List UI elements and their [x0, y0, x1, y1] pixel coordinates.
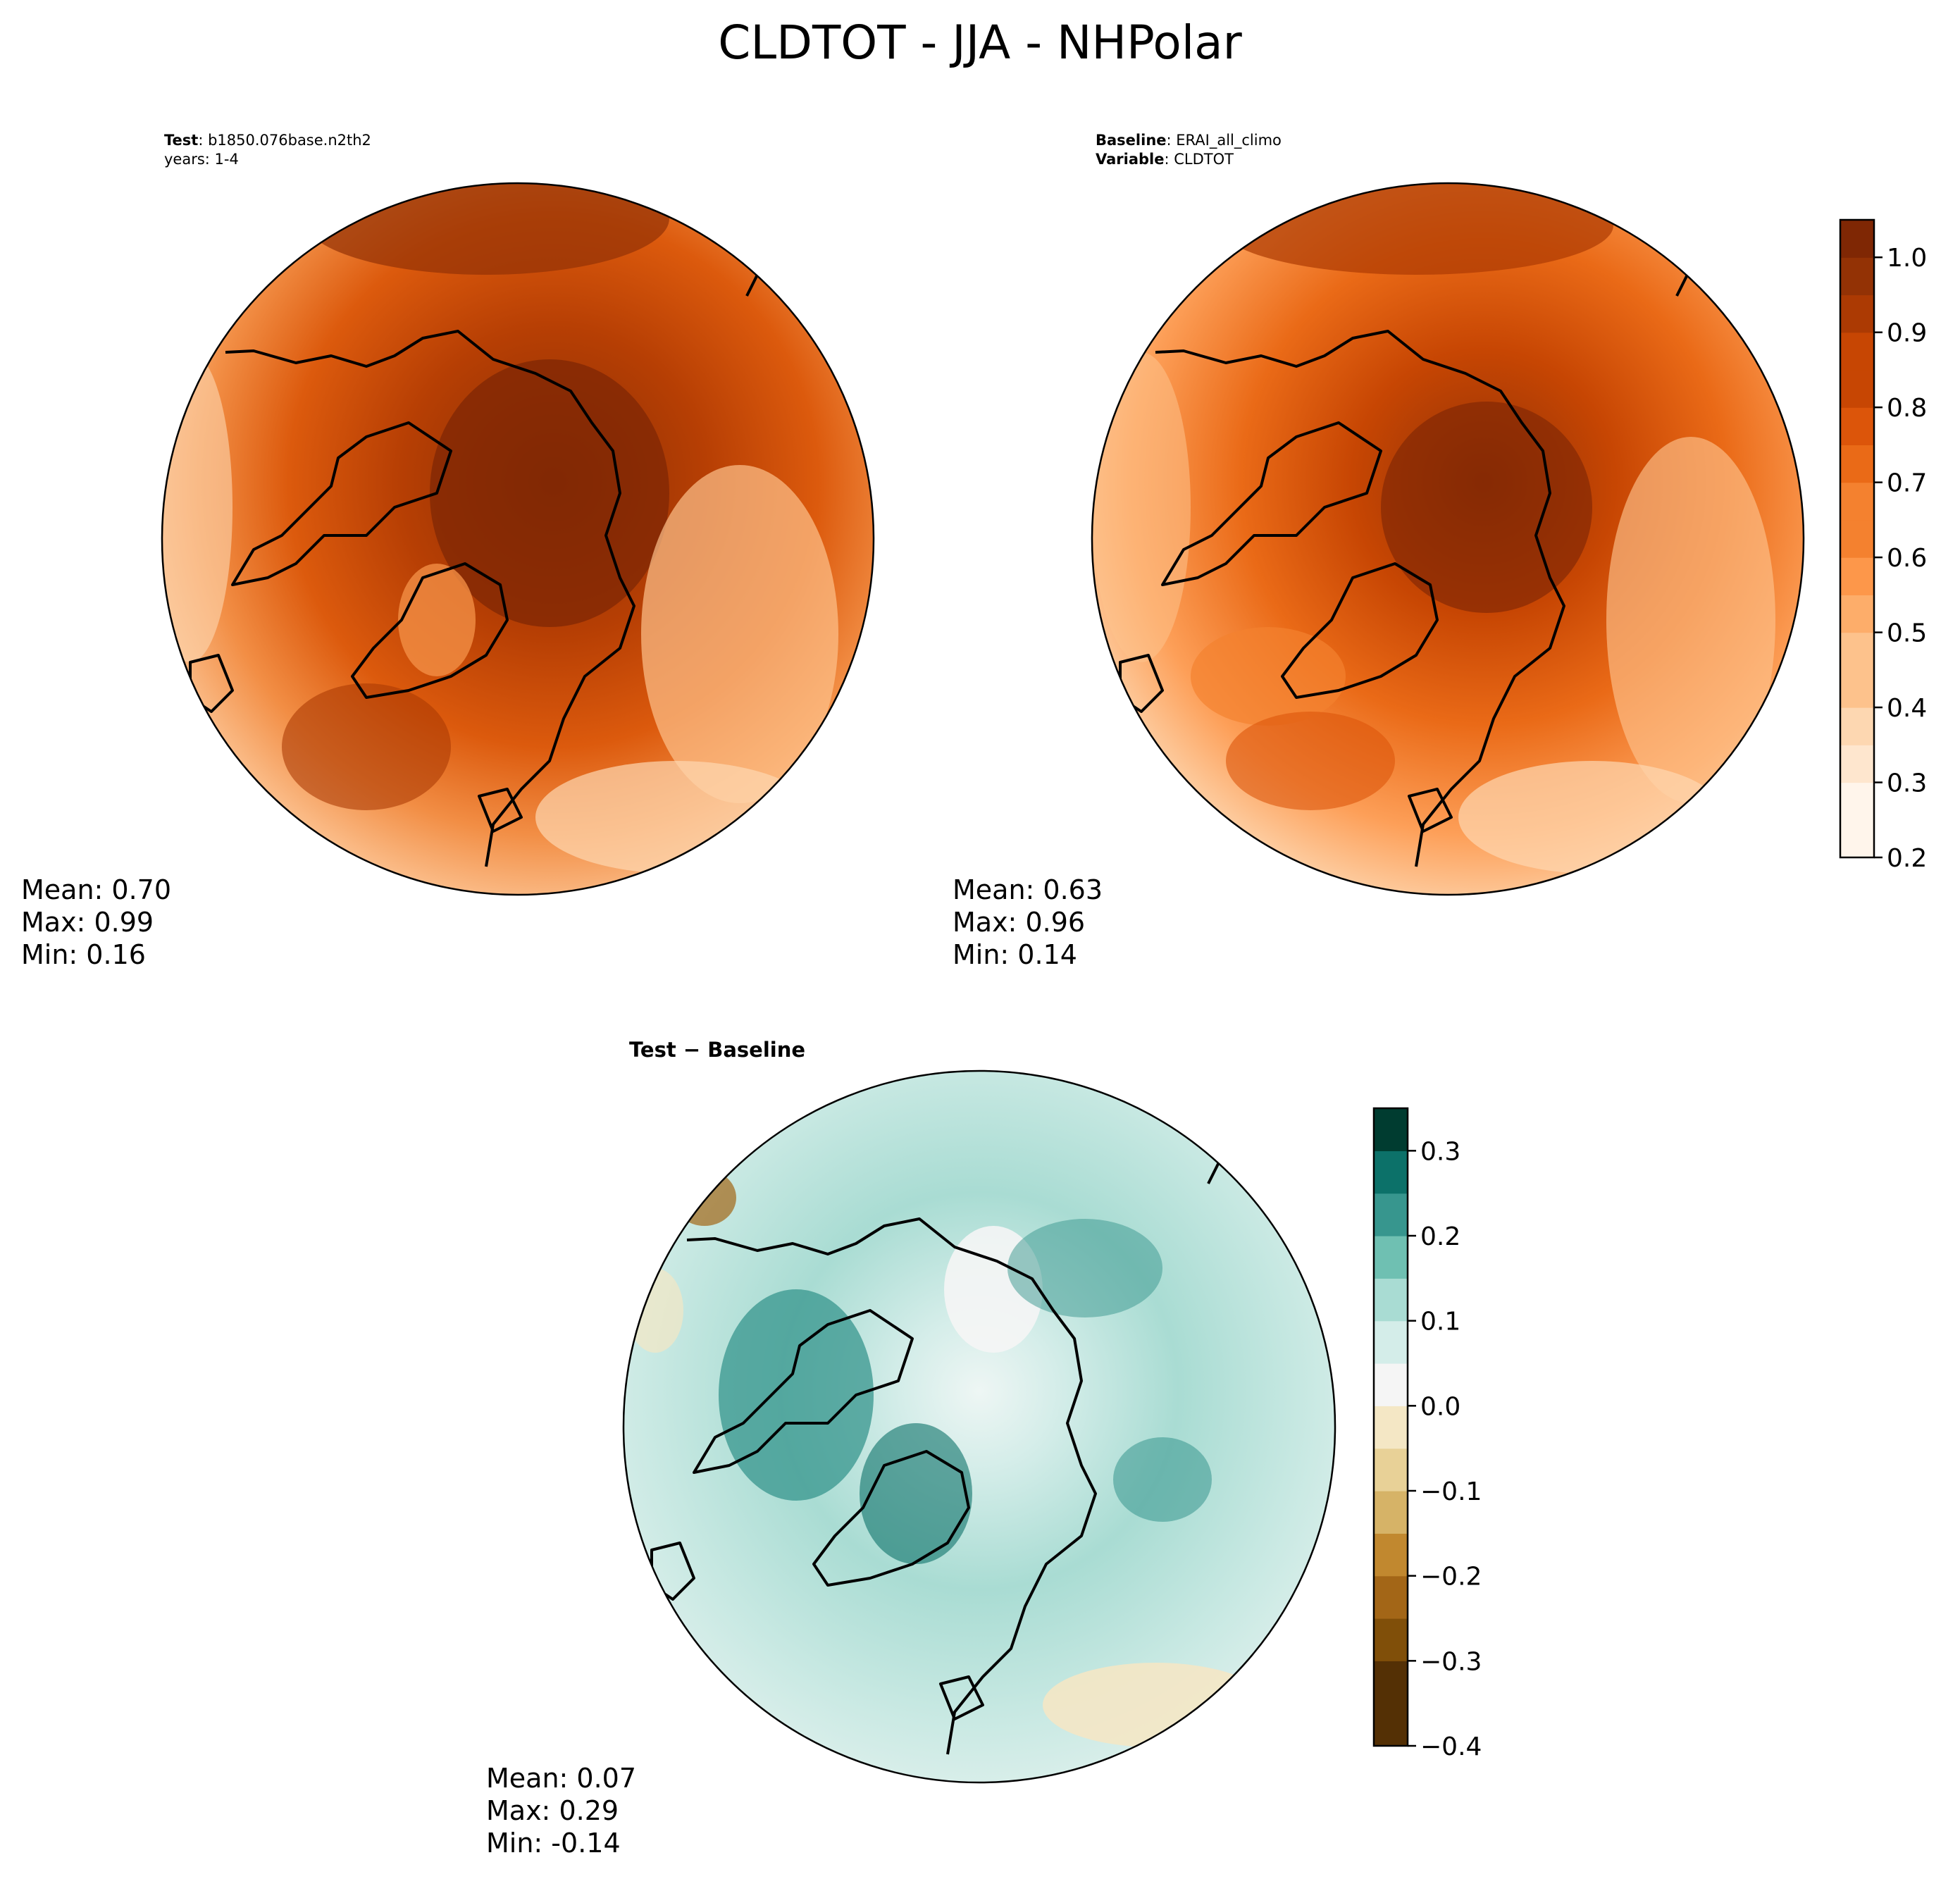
- baseline-colorbar-band: [1840, 220, 1874, 258]
- diff-colorbar-band: [1374, 1193, 1408, 1236]
- baseline-header-key: Baseline: [1096, 132, 1167, 149]
- diff-map-boundary: [622, 1069, 1336, 1784]
- test-header-years: years: 1-4: [164, 151, 239, 168]
- test-header-value: : b1850.076base.n2th2: [198, 132, 371, 149]
- baseline-colorbar-tick-label: 0.3: [1887, 769, 1927, 798]
- baseline-colorbar-tick-label: 0.7: [1887, 469, 1927, 498]
- baseline-colorbar-band: [1840, 819, 1874, 858]
- baseline-colorbar-band: [1840, 482, 1874, 521]
- baseline-coastlines: [1119, 196, 1692, 867]
- test-map: [162, 183, 874, 895]
- baseline-header-line1: Baseline: ERAI_all_climo: [1096, 132, 1282, 149]
- diff-stat-mean: Mean: 0.07: [486, 1763, 636, 1794]
- baseline-colorbar-band: [1840, 707, 1874, 745]
- baseline-colorbar-tick-label: 0.4: [1887, 694, 1927, 723]
- baseline-colorbar-band: [1840, 369, 1874, 408]
- baseline-colorbar-tick-label: 0.8: [1887, 394, 1927, 423]
- diff-colorbar-tick-label: 0.2: [1420, 1222, 1460, 1251]
- diff-map: [624, 1071, 1335, 1782]
- diff-colorbar-band: [1374, 1278, 1408, 1322]
- diff-colorbar-band: [1374, 1661, 1408, 1704]
- diff-colorbar-frame: [1372, 1107, 1409, 1747]
- baseline-colorbar-band: [1840, 557, 1874, 595]
- figure-title: CLDTOT - JJA - NHPolar: [718, 15, 1242, 70]
- baseline-colorbar-tick-label: 0.2: [1887, 844, 1927, 873]
- diff-field-fill: [624, 1071, 1335, 1782]
- baseline-map-boundary: [1091, 182, 1805, 896]
- variable-value: : CLDTOT: [1164, 151, 1234, 168]
- baseline-colorbar-tick-label: 0.5: [1887, 619, 1927, 648]
- diff-colorbar-tick-label: 0.1: [1420, 1308, 1460, 1337]
- test-header-line1: Test: b1850.076base.n2th2: [164, 132, 371, 149]
- diff-header: Test − Baseline: [629, 1038, 805, 1062]
- baseline-colorbar: 0.2 0.3 0.4 0.5 0.6 0.7 0.8 0.9 1.0: [1839, 218, 1927, 873]
- test-panel: Test: b1850.076base.n2th2 years: 1-4 Mea…: [21, 132, 875, 970]
- variable-key: Variable: [1096, 151, 1164, 168]
- diff-colorbar-tick-label: 0.0: [1420, 1392, 1460, 1421]
- diff-colorbar-tick-label: −0.4: [1420, 1732, 1482, 1761]
- baseline-colorbar-band: [1840, 745, 1874, 783]
- baseline-stat-mean: Mean: 0.63: [953, 874, 1103, 905]
- baseline-colorbar-band: [1840, 632, 1874, 671]
- test-header-key: Test: [164, 132, 198, 149]
- diff-colorbar-band: [1374, 1406, 1408, 1449]
- diff-colorbar-band: [1374, 1575, 1408, 1619]
- diff-colorbar-band: [1374, 1320, 1408, 1364]
- diff-colorbar-tick-label: −0.1: [1420, 1477, 1482, 1506]
- baseline-header-value: : ERAI_all_climo: [1167, 132, 1282, 149]
- baseline-map: [1092, 183, 1804, 895]
- baseline-colorbar-tick-label: 1.0: [1887, 244, 1927, 273]
- diff-colorbar: −0.4 −0.3 −0.2 −0.1 0.0 0.1 0.2 0.3: [1372, 1107, 1482, 1761]
- baseline-colorbar-tick-label: 0.9: [1887, 319, 1927, 348]
- diff-colorbar-band: [1374, 1448, 1408, 1492]
- diff-colorbar-band: [1374, 1618, 1408, 1661]
- diff-colorbar-band: [1374, 1108, 1408, 1151]
- diff-colorbar-tick-label: −0.3: [1420, 1647, 1482, 1676]
- test-stat-min: Min: 0.16: [21, 939, 146, 970]
- baseline-colorbar-band: [1840, 782, 1874, 821]
- diff-colorbar-tick-label: 0.3: [1420, 1137, 1460, 1166]
- baseline-colorbar-band: [1840, 669, 1874, 708]
- baseline-colorbar-band: [1840, 445, 1874, 483]
- baseline-colorbar-band: [1840, 519, 1874, 558]
- diff-colorbar-band: [1374, 1491, 1408, 1534]
- baseline-colorbar-band: [1840, 407, 1874, 446]
- baseline-colorbar-band: [1840, 595, 1874, 633]
- baseline-colorbar-band: [1840, 332, 1874, 371]
- baseline-colorbar-frame: [1839, 218, 1875, 859]
- diff-colorbar-tick-label: −0.2: [1420, 1563, 1482, 1592]
- baseline-colorbar-band: [1840, 257, 1874, 296]
- baseline-header-line2: Variable: CLDTOT: [1096, 151, 1234, 168]
- diff-colorbar-band: [1374, 1703, 1408, 1747]
- baseline-stat-min: Min: 0.14: [953, 939, 1077, 970]
- test-stat-max: Max: 0.99: [21, 907, 154, 938]
- diff-colorbar-band: [1374, 1363, 1408, 1406]
- baseline-stat-max: Max: 0.96: [953, 907, 1085, 938]
- baseline-colorbar-tick-label: 0.6: [1887, 544, 1927, 573]
- test-stat-mean: Mean: 0.70: [21, 874, 171, 905]
- diff-stat-min: Min: -0.14: [486, 1828, 621, 1859]
- diff-stat-max: Max: 0.29: [486, 1795, 619, 1826]
- diff-colorbar-band: [1374, 1236, 1408, 1279]
- baseline-colorbar-band: [1840, 294, 1874, 333]
- test-map-boundary: [161, 182, 875, 896]
- diff-panel: Test − Baseline Mean: 0.07 Max: 0.29 M: [486, 1038, 1482, 1859]
- diff-colorbar-band: [1374, 1533, 1408, 1577]
- baseline-panel: Baseline: ERAI_all_climo Variable: CLDTO…: [953, 132, 1927, 970]
- diff-colorbar-band: [1374, 1151, 1408, 1194]
